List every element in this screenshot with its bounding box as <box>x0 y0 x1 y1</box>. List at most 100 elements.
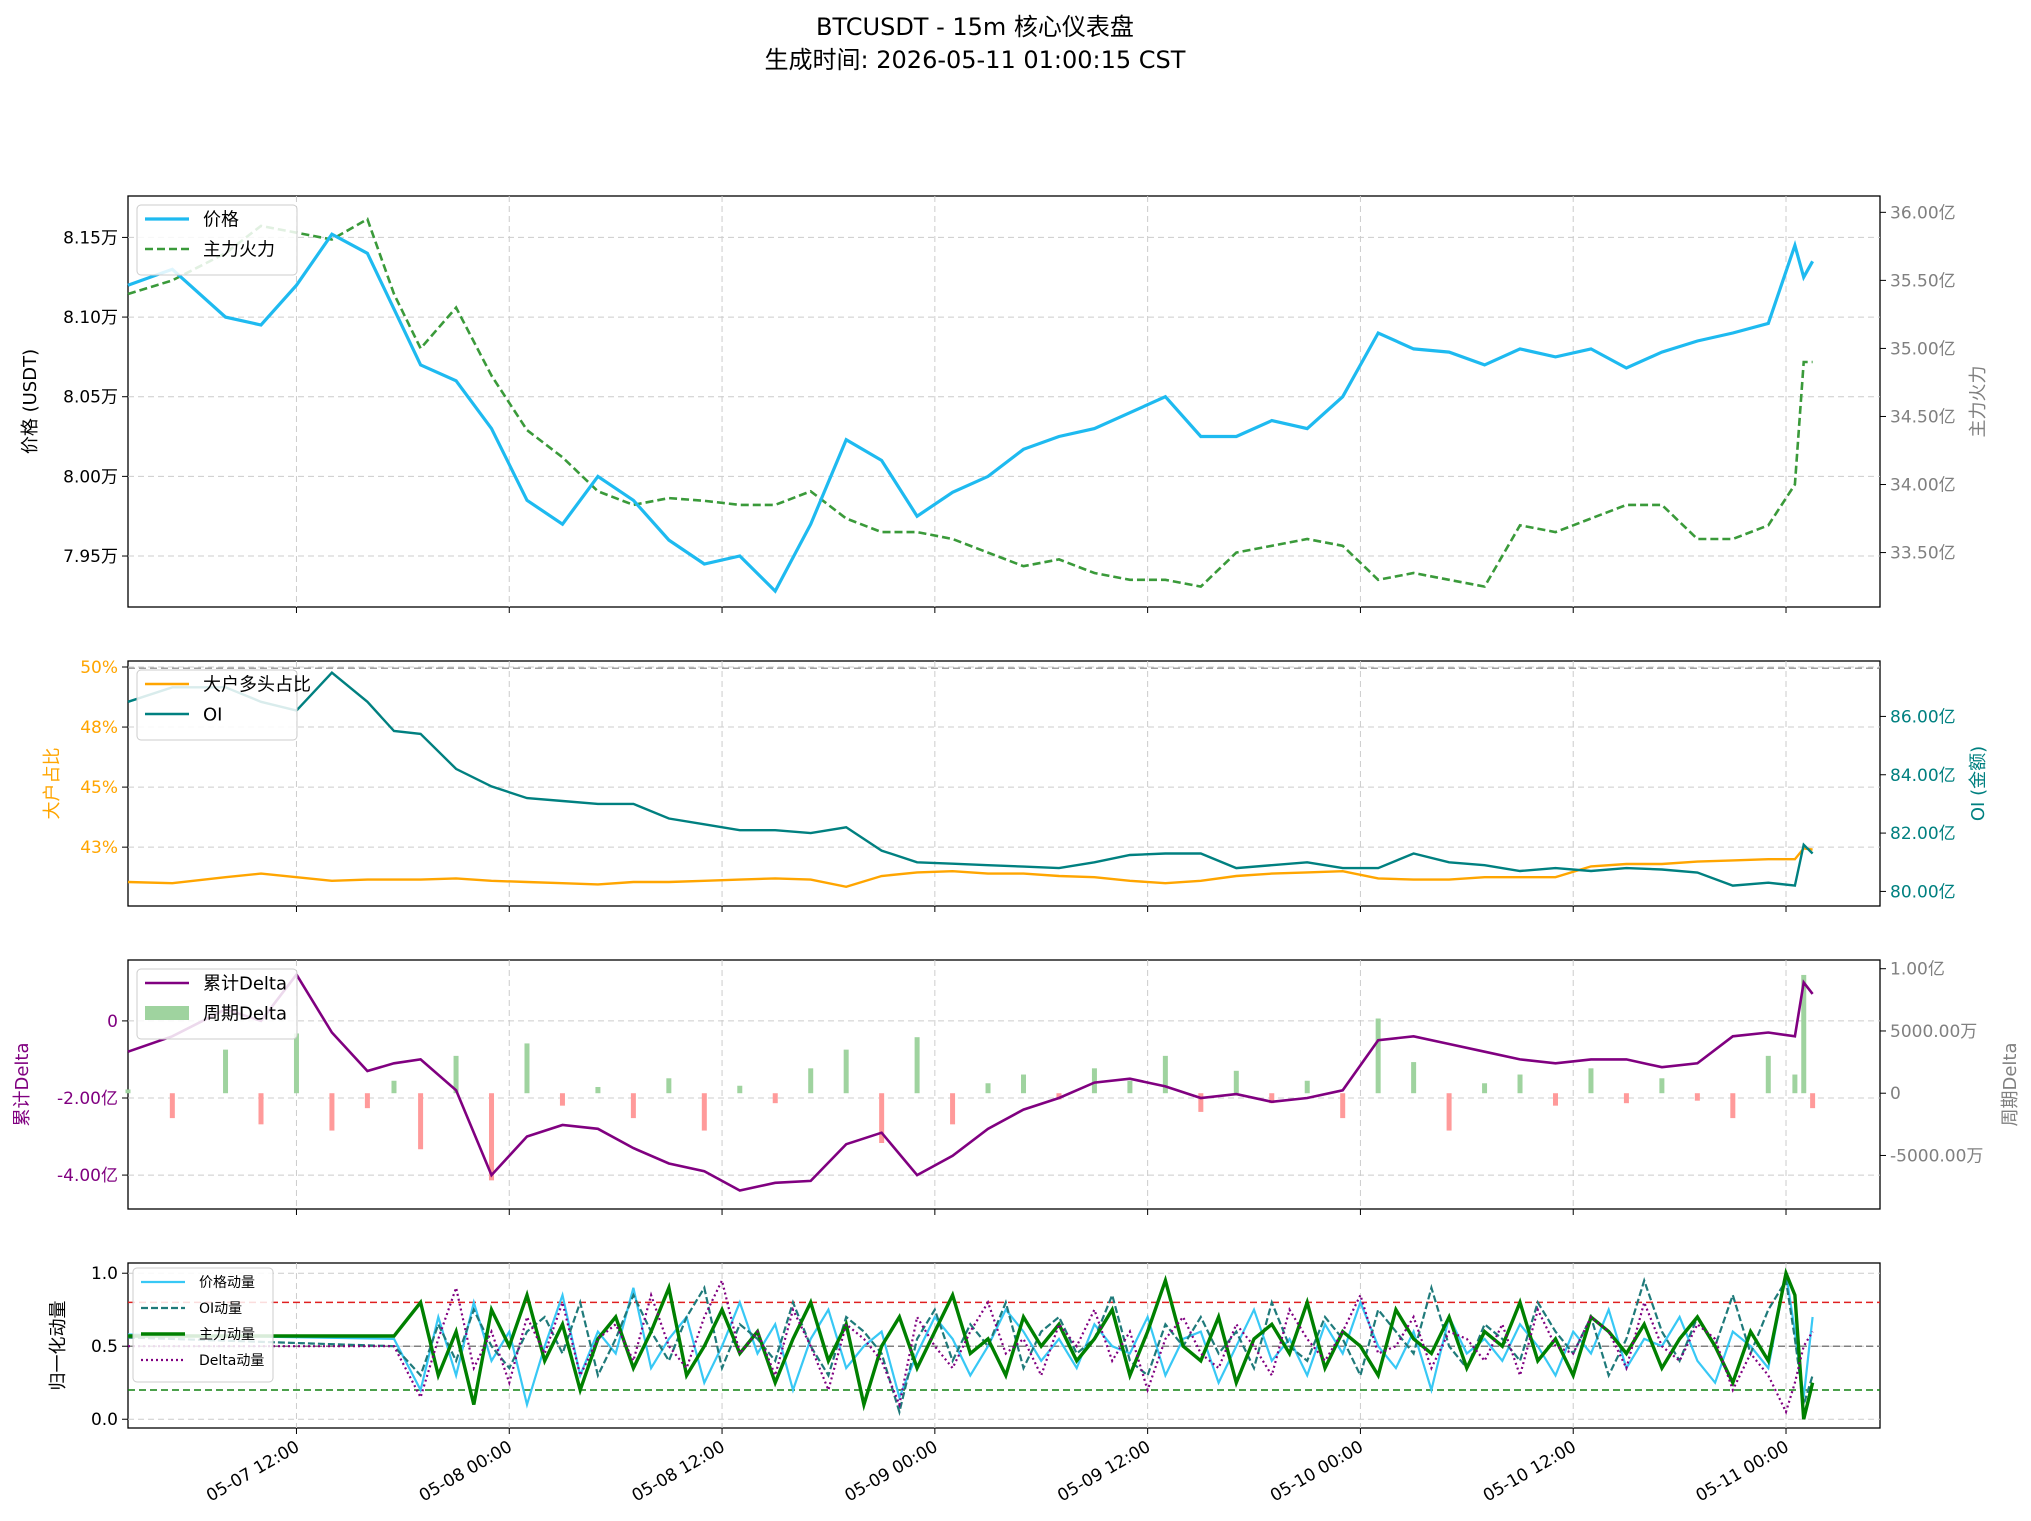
y2-tick-label: 82.00亿 <box>1890 824 1956 844</box>
legend-label: OI动量 <box>199 1301 242 1317</box>
y-tick-label: 1.0 <box>91 1264 118 1284</box>
y2-tick-label: 34.00亿 <box>1890 476 1956 496</box>
delta-panel: -4.00亿 -2.00亿 0 -5000.00万 0 5000.00万 1.00亿累计De… <box>12 959 2021 1215</box>
y2-tick-label: 5000.00万 <box>1890 1022 1977 1042</box>
legend-label: 价格 <box>203 209 239 230</box>
series-price <box>127 232 1814 594</box>
period-delta-bar <box>914 1037 920 1094</box>
series-price-momentum <box>127 1272 1814 1409</box>
y2-tick-label: -5000.00万 <box>1890 1146 1983 1166</box>
period-delta-bar <box>595 1086 601 1094</box>
x-tick-label: 05-07 12:00 <box>203 1437 303 1506</box>
axes-frame <box>127 195 1881 608</box>
legend-swatch <box>145 1006 189 1020</box>
y-tick-label: 8.10万 <box>63 308 118 328</box>
legend-label: OI <box>203 704 222 725</box>
period-delta-bar <box>1552 1093 1558 1106</box>
period-delta-bar <box>1340 1093 1346 1119</box>
y-tick-label: 8.05万 <box>63 388 118 408</box>
period-delta-bar <box>772 1093 778 1104</box>
y2-tick-label: 86.00亿 <box>1890 707 1956 727</box>
y-axis-label: 大户占比 <box>42 748 63 820</box>
y2-axis-label: 周期Delta <box>2000 1042 2021 1126</box>
period-delta-bar <box>808 1068 814 1094</box>
y2-tick-label: 36.00亿 <box>1890 203 1956 223</box>
period-delta-bar <box>125 1089 131 1094</box>
y-tick-label: 43% <box>80 838 118 858</box>
period-delta-bar <box>1810 1093 1816 1109</box>
period-delta-bar <box>489 1093 495 1181</box>
series-big-long-ratio <box>127 847 1813 889</box>
period-delta-bar <box>293 1033 299 1094</box>
legend-label: 大户多头占比 <box>203 674 311 695</box>
x-tick-label: 05-09 12:00 <box>1054 1437 1154 1506</box>
period-delta-bar <box>1730 1093 1736 1119</box>
y-tick-label: 48% <box>80 718 118 738</box>
y2-tick-label: 1.00亿 <box>1890 960 1945 980</box>
period-delta-bar <box>559 1093 565 1106</box>
y-tick-label: 50% <box>80 658 118 678</box>
period-delta-bar <box>1588 1068 1594 1094</box>
series-delta-momentum <box>128 1277 1814 1415</box>
legend-box <box>136 968 298 1040</box>
legend-box <box>136 669 298 741</box>
period-delta-bar <box>1517 1074 1523 1094</box>
period-delta-bar <box>1269 1093 1275 1104</box>
period-delta-bar <box>1233 1070 1239 1094</box>
period-delta-bar <box>1801 974 1807 1094</box>
x-tick-label: 05-08 12:00 <box>629 1437 729 1506</box>
period-delta-bar <box>701 1093 707 1131</box>
ratio-oi-panel: 43% 45% 48% 50% 80.00亿 82.00亿 84.00亿 86.00亿大户占比… <box>42 658 1989 912</box>
legend-label: 主力动量 <box>199 1327 255 1343</box>
period-delta-bar <box>950 1093 956 1125</box>
y2-tick-label: 84.00亿 <box>1890 766 1956 786</box>
figure-subtitle: 生成时间: 2026-05-11 01:00:15 CST <box>765 46 1186 74</box>
period-delta-bar <box>223 1049 229 1094</box>
y2-tick-label: 33.50亿 <box>1890 544 1956 564</box>
period-delta-bar <box>258 1093 264 1125</box>
y-axis-label: 价格 (USDT) <box>20 349 41 454</box>
period-delta-bar <box>329 1093 335 1131</box>
period-delta-bar <box>1482 1083 1488 1094</box>
period-delta-bar <box>843 1049 849 1094</box>
y2-tick-label: 34.50亿 <box>1890 407 1956 427</box>
legend-label: 主力火力 <box>203 239 275 260</box>
period-delta-bar <box>1765 1055 1771 1094</box>
period-delta-bar <box>1792 1074 1798 1094</box>
period-delta-bar <box>453 1055 459 1094</box>
y-tick-label: 45% <box>80 778 118 798</box>
legend-label: 累计Delta <box>203 973 287 994</box>
y2-tick-label: 80.00亿 <box>1890 882 1956 902</box>
y-tick-label: 0.5 <box>91 1337 118 1357</box>
y-axis-label: 累计Delta <box>12 1042 33 1126</box>
series-cum-delta <box>127 972 1814 1192</box>
y-tick-label: -4.00亿 <box>57 1166 118 1186</box>
series-main-force <box>127 217 1813 589</box>
x-tick-label: 05-08 00:00 <box>416 1437 516 1506</box>
period-delta-bar <box>1694 1093 1700 1101</box>
period-delta-bar <box>1056 1093 1062 1100</box>
y-tick-label: 8.15万 <box>63 228 118 248</box>
y-tick-label: 8.00万 <box>63 467 118 487</box>
y2-tick-label: 35.50亿 <box>1890 271 1956 291</box>
series-oi-momentum <box>127 1276 1814 1417</box>
legend-label: Delta动量 <box>199 1353 264 1369</box>
period-delta-bar <box>985 1083 991 1094</box>
price-panel: 7.95万 8.00万 8.05万 8.10万 8.15万 33.50亿 34.00亿 34.… <box>20 195 1989 613</box>
period-delta-bar <box>364 1093 370 1109</box>
figure-title: BTCUSDT - 15m 核心仪表盘 <box>816 13 1134 41</box>
legend-box <box>132 1267 274 1383</box>
y2-tick-label: 0 <box>1890 1084 1901 1104</box>
x-tick-label: 05-11 00:00 <box>1693 1437 1793 1506</box>
period-delta-bar <box>1304 1080 1310 1094</box>
y-tick-label: -2.00亿 <box>57 1089 118 1109</box>
legend-label: 周期Delta <box>203 1003 287 1024</box>
y2-axis-label: 主力火力 <box>1968 366 1989 438</box>
period-delta-bar <box>1198 1093 1204 1112</box>
y2-tick-label: 35.00亿 <box>1890 339 1956 359</box>
period-delta-bar <box>169 1093 175 1119</box>
period-delta-bar <box>1411 1062 1417 1094</box>
period-delta-bar <box>1127 1080 1133 1094</box>
